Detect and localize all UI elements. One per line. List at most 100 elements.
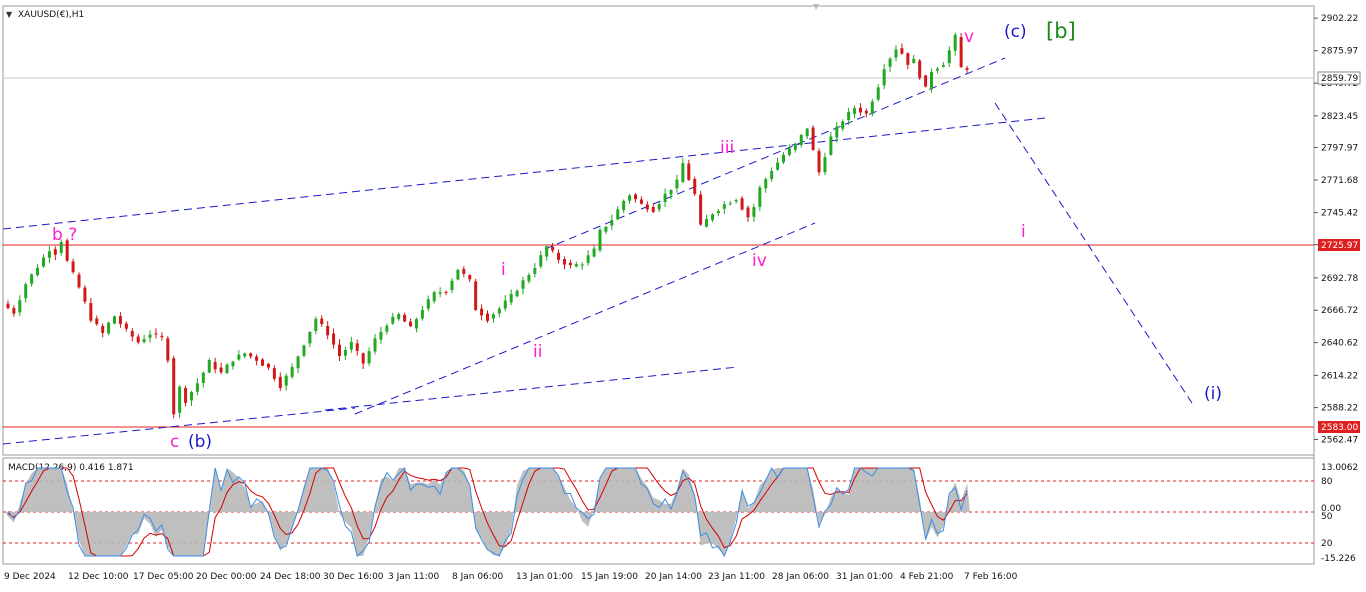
- candle-body: [734, 200, 738, 202]
- candle-body: [249, 353, 253, 357]
- candle-body: [266, 363, 270, 368]
- candle-body: [628, 195, 632, 201]
- price-tick-label: 2797.97: [1321, 143, 1358, 153]
- candle-body: [758, 187, 762, 207]
- channel-upper-line[interactable]: [544, 57, 1006, 250]
- upper-trendline-long[interactable]: [2, 117, 1046, 230]
- candle-body: [47, 251, 51, 258]
- level-tag-2725: 2725.97: [1321, 241, 1358, 251]
- candle-body: [278, 376, 282, 388]
- channel-lower-short[interactable]: [324, 366, 739, 411]
- candle-body: [622, 200, 626, 211]
- time-tick-label: 12 Dec 10:00: [68, 572, 129, 582]
- candle-body: [213, 361, 217, 370]
- candle-body: [551, 246, 555, 251]
- candle-body: [349, 341, 353, 350]
- candle-body: [444, 291, 448, 293]
- candle-body: [870, 101, 874, 114]
- wave-label-i-projection: i: [1021, 222, 1026, 242]
- candle-body: [438, 292, 442, 294]
- candle-body: [900, 48, 904, 54]
- candle-body: [568, 262, 572, 266]
- current-price-text: 2859.79: [1321, 74, 1358, 84]
- candle-body: [71, 261, 75, 273]
- main-panel: [2, 5, 1315, 456]
- candle-body: [562, 259, 566, 265]
- price-tick-label: 2588.22: [1321, 404, 1358, 414]
- candle-body: [118, 316, 122, 324]
- candle-body: [172, 358, 176, 415]
- collapse-arrow-icon[interactable]: ▼: [813, 2, 820, 11]
- price-tick-label: 2823.45: [1321, 112, 1358, 122]
- candle-body: [906, 53, 910, 65]
- candle-body: [367, 351, 371, 364]
- trend-lines[interactable]: [2, 57, 1193, 445]
- candle-body: [959, 37, 963, 68]
- candle-body: [243, 353, 247, 357]
- candle-body: [373, 338, 377, 352]
- symbol-label: XAUUSD(€),H1: [18, 10, 84, 20]
- candle-body: [586, 255, 590, 263]
- candle-body: [823, 157, 827, 173]
- wave-label-i: i: [501, 260, 506, 280]
- candle-body: [687, 163, 691, 180]
- level-tag-2725-bg: [1318, 239, 1360, 251]
- candle-body: [941, 65, 945, 67]
- lower-trendline-2[interactable]: [354, 222, 816, 415]
- candle-body: [136, 336, 140, 343]
- candlesticks: [6, 32, 969, 419]
- candle-body: [645, 204, 649, 210]
- projection-line[interactable]: [994, 102, 1193, 404]
- candle-body: [858, 107, 862, 113]
- candle-body: [539, 255, 543, 267]
- time-tick-label: 8 Jan 06:00: [452, 572, 504, 582]
- candle-body: [195, 383, 199, 392]
- candle-body: [486, 313, 489, 321]
- candle-body: [432, 292, 436, 302]
- candle-body: [752, 207, 756, 217]
- candle-body: [722, 204, 726, 209]
- time-tick-label: 30 Dec 16:00: [323, 572, 384, 582]
- candle-body: [521, 280, 525, 289]
- degree-labels: (b) (c) (i): [188, 22, 1222, 452]
- candle-body: [918, 60, 922, 78]
- candle-body: [130, 330, 134, 337]
- macd-tick-zero: 0.00: [1321, 504, 1341, 514]
- price-tick-label: 2692.78: [1321, 274, 1358, 284]
- time-tick-label: 23 Jan 11:00: [708, 572, 765, 582]
- candle-body: [237, 354, 241, 360]
- candle-body: [95, 318, 99, 325]
- candle-body: [302, 345, 306, 356]
- candle-body: [113, 316, 117, 324]
- candle-body: [272, 368, 276, 379]
- candle-body: [710, 214, 714, 220]
- candle-body: [793, 143, 797, 150]
- degree-label-i: (i): [1204, 384, 1222, 404]
- candle-body: [853, 108, 857, 114]
- macd-tick-50: 50: [1321, 512, 1333, 522]
- candle-body: [65, 240, 69, 261]
- candle-body: [894, 49, 898, 58]
- candle-body: [965, 68, 969, 70]
- candle-body: [639, 199, 643, 204]
- candle-body: [935, 68, 939, 71]
- price-tick-label: 2902.22: [1321, 14, 1358, 24]
- candle-body: [681, 163, 685, 183]
- candle-body: [509, 294, 513, 303]
- candle-body: [89, 303, 93, 321]
- candle-body: [515, 290, 519, 297]
- candle-body: [426, 299, 430, 309]
- candle-body: [805, 128, 809, 137]
- candle-body: [527, 275, 531, 282]
- candle-body: [616, 209, 620, 220]
- lower-base-trendline[interactable]: [2, 407, 356, 445]
- menu-arrow-icon[interactable]: ▼: [6, 10, 13, 19]
- candle-body: [799, 134, 803, 145]
- macd-tick-80: 80: [1321, 477, 1333, 487]
- candle-body: [255, 356, 259, 361]
- candle-body: [497, 308, 501, 314]
- candle-body: [716, 210, 720, 214]
- candle-body: [24, 284, 28, 299]
